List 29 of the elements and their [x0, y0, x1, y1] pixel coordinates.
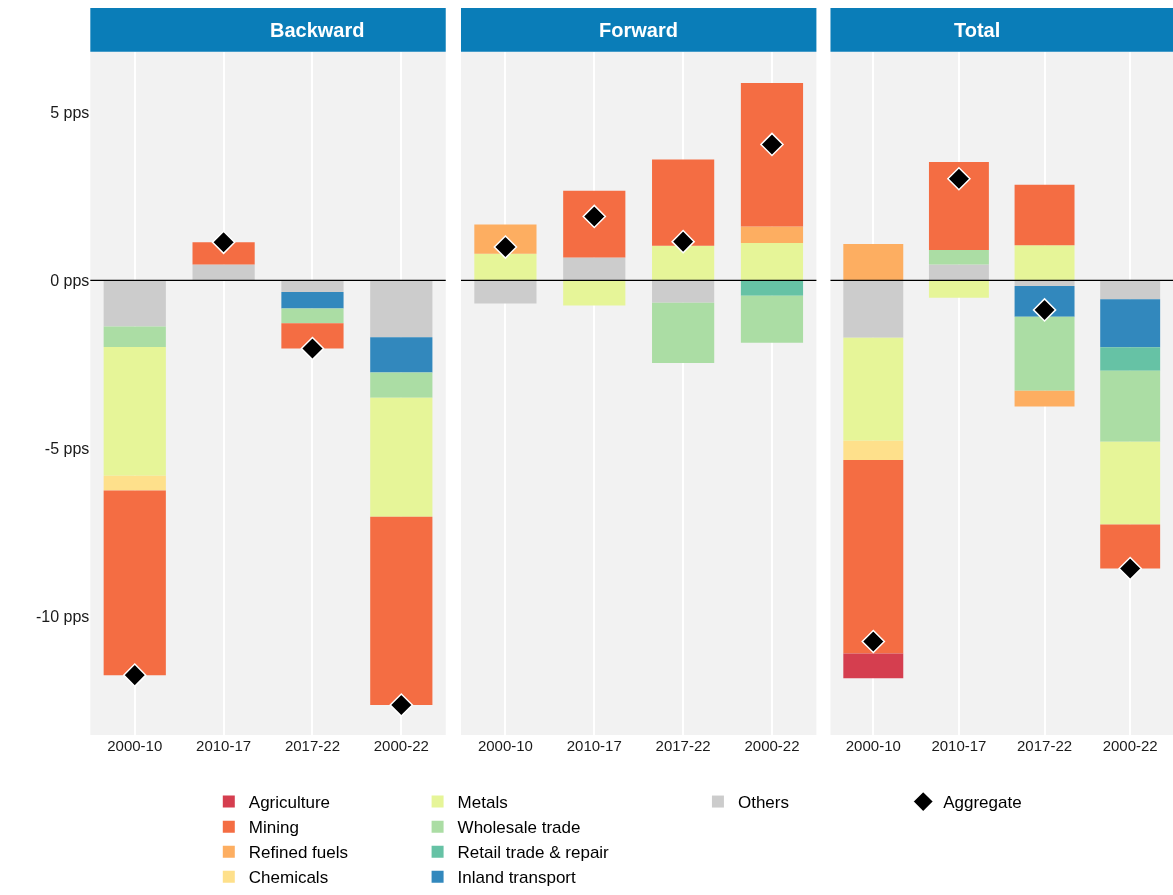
x-tick-label: 2010-17: [566, 737, 622, 754]
legend-label: Aggregate: [943, 793, 1022, 813]
x-tick-label: 2010-17: [931, 737, 987, 754]
y-tick-label: -10 pps: [35, 608, 90, 626]
legend-label: Inland transport: [457, 868, 576, 888]
x-tick-label: 2000-22: [373, 737, 429, 754]
x-tick-label: 2017-22: [655, 737, 711, 754]
legend-label: Mining: [248, 818, 299, 838]
x-tick-label: 2000-10: [107, 737, 163, 754]
x-tick-label: 2017-22: [1017, 737, 1073, 754]
y-tick-label: -5 pps: [44, 440, 90, 458]
x-tick-label: 2000-10: [845, 737, 901, 754]
legend-label: Refined fuels: [248, 843, 349, 863]
chart-title: Backward: [270, 19, 365, 41]
legend-label: Retail trade & repair: [457, 843, 610, 863]
chart-title: Forward: [599, 19, 678, 41]
legend-label: Others: [737, 793, 789, 813]
x-tick-label: 2000-10: [477, 737, 533, 754]
chart-title: Total: [954, 19, 1001, 41]
legend-label: Agriculture: [248, 793, 331, 813]
x-tick-label: 2000-22: [744, 737, 800, 754]
x-tick-label: 2017-22: [284, 737, 340, 754]
x-tick-label: 2000-22: [1102, 737, 1158, 754]
legend-label: Wholesale trade: [457, 818, 581, 838]
x-tick-label: 2010-17: [196, 737, 252, 754]
legend-label: Chemicals: [248, 868, 329, 888]
y-tick-label: 0 pps: [50, 271, 90, 289]
y-tick-label: 5 pps: [50, 103, 90, 121]
legend-label: Metals: [457, 793, 508, 813]
